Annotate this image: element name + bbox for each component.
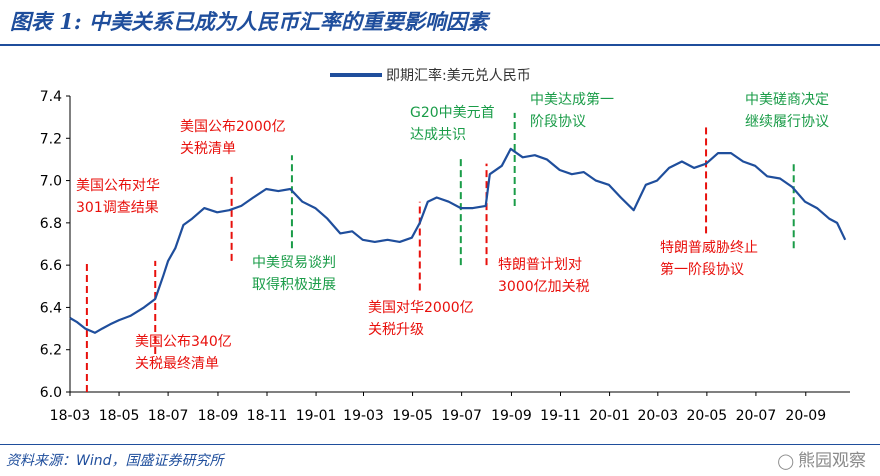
y-tick-label: 6.8 — [40, 216, 62, 232]
x-tick-label: 20-05 — [687, 408, 728, 424]
event-label: 第一阶段协议 — [660, 261, 744, 278]
exchange-rate-line — [69, 147, 847, 334]
exchange-rate-chart: 即期汇率:美元兑人民币 6.0 6.2 6.4 6.6 6.8 7.0 7.2 7.4 18-0… — [40, 67, 850, 424]
x-tick-label: 20-09 — [785, 408, 826, 424]
y-tick-label: 7.2 — [40, 131, 62, 147]
event-label: 中美磋商决定 — [745, 92, 829, 108]
event-label: 特朗普计划对 — [498, 257, 582, 273]
event-label: 关税升级 — [368, 322, 424, 338]
x-tick-label: 18-05 — [99, 408, 140, 424]
x-tick-label: 18-03 — [50, 408, 91, 424]
legend-label: 即期汇率:美元兑人民币 — [386, 67, 531, 84]
x-tick-label: 19-11 — [540, 408, 581, 424]
event-label: 3000亿加关税 — [498, 279, 590, 295]
event-label: 美国公布对华 — [76, 178, 160, 194]
event-label: 关税清单 — [180, 141, 236, 157]
source-note: 资料来源：Wind，国盛证券研究所 — [6, 453, 224, 469]
watermark: ◯ 熊园观察 — [777, 446, 866, 471]
y-tick-label: 7.4 — [40, 89, 62, 105]
x-tick-label: 18-07 — [148, 408, 189, 424]
chart-axes: 6.0 6.2 6.4 6.6 6.8 7.0 7.2 7.4 18-03 18-05 18-07 1… — [40, 89, 850, 424]
y-tick-label: 6.4 — [40, 300, 62, 316]
event-label: 关税最终清单 — [135, 356, 219, 372]
wechat-icon: ◯ — [777, 452, 794, 470]
y-tick-label: 6.2 — [40, 343, 62, 359]
chart-legend: 即期汇率:美元兑人民币 — [330, 67, 531, 84]
x-tick-label: 19-09 — [491, 408, 532, 424]
event-label: 继续履行协议 — [745, 113, 829, 130]
x-tick-label: 20-01 — [589, 408, 630, 424]
event-label: 中美达成第一 — [530, 91, 614, 108]
chart-title: 图表 1: 中美关系已成为人民币汇率的重要影响因素 — [10, 9, 488, 34]
event-label: 美国公布2000亿 — [180, 119, 286, 135]
x-tick-label: 20-07 — [736, 408, 777, 424]
y-tick-label: 7.0 — [40, 174, 62, 190]
watermark-label: 熊园观察 — [798, 451, 866, 471]
event-label: G20中美元首 — [410, 105, 495, 121]
event-label: 中美贸易谈判 — [252, 255, 336, 271]
event-label: 特朗普威胁终止 — [660, 240, 758, 256]
event-label: 取得积极进展 — [252, 276, 336, 293]
y-tick-label: 6.6 — [40, 258, 62, 274]
x-tick-label: 20-03 — [637, 408, 678, 424]
event-label: 阶段协议 — [530, 114, 586, 130]
chart-series — [69, 147, 847, 334]
x-tick-label: 19-05 — [392, 408, 433, 424]
x-tick-label: 19-01 — [296, 408, 337, 424]
y-tick-label: 6.0 — [40, 385, 62, 401]
x-tick-label: 18-11 — [247, 408, 288, 424]
title-divider — [0, 44, 880, 46]
event-label: 达成共识 — [410, 127, 466, 143]
x-tick-label: 19-07 — [441, 408, 482, 424]
event-label: 美国对华2000亿 — [368, 300, 474, 316]
event-label: 美国公布340亿 — [135, 334, 232, 350]
x-tick-label: 19-03 — [343, 408, 384, 424]
event-label: 301调查结果 — [76, 200, 159, 216]
x-tick-label: 18-09 — [198, 408, 239, 424]
source-divider — [0, 444, 880, 445]
